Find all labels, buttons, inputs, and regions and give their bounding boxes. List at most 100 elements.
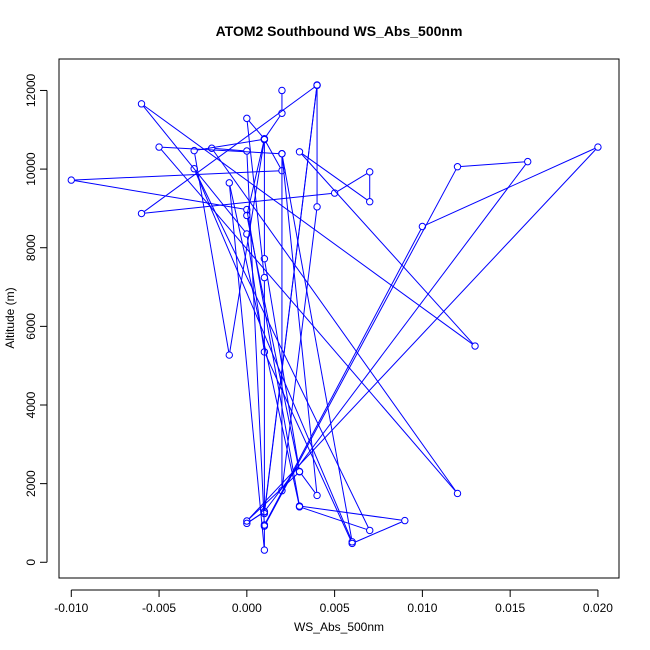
data-point — [155, 143, 163, 151]
y-tick-label: 0 — [24, 559, 38, 566]
axes: -0.010 -0.005 0.000 0.005 0.010 0.015 0.020 0 20… — [24, 73, 613, 615]
data-point — [453, 163, 462, 171]
series-segment — [249, 513, 262, 522]
x-tick-label: 0.005 — [320, 601, 350, 615]
data-point — [260, 135, 269, 143]
x-tick-label: -0.005 — [142, 601, 176, 615]
series-segment — [355, 521, 402, 543]
series-segment — [302, 153, 368, 201]
series-segment — [229, 186, 265, 547]
series-segment — [301, 154, 474, 344]
series-segment — [249, 473, 298, 519]
data-point — [366, 526, 374, 535]
data-point — [295, 503, 304, 511]
y-axis-label: Altitude (m) — [3, 287, 17, 348]
series-segment — [144, 192, 332, 214]
series-segment — [246, 121, 265, 275]
series-segment — [264, 88, 318, 509]
series-segment — [229, 142, 265, 352]
data-point — [418, 222, 427, 231]
data-point — [260, 546, 269, 554]
data-point — [67, 176, 75, 184]
series-segment — [74, 180, 244, 210]
data-point — [225, 179, 233, 187]
series-segment — [194, 153, 230, 352]
data-point — [295, 148, 304, 156]
series-segment — [266, 164, 527, 510]
series-segment — [213, 150, 456, 491]
series-segment — [265, 354, 352, 541]
series-segment — [460, 161, 525, 167]
series-segment — [195, 171, 369, 528]
series-segment — [229, 186, 300, 504]
x-axis-label: WS_Abs_500nm — [294, 620, 384, 634]
series-segment — [302, 507, 367, 530]
y-tick-label: 2000 — [24, 470, 38, 497]
data-point — [278, 487, 286, 495]
y-tick-label: 6000 — [24, 313, 38, 340]
series-segment — [282, 157, 353, 539]
chart-title: ATOM2 Southbound WS_Abs_500nm — [216, 23, 463, 39]
data-point — [243, 517, 251, 525]
data-point — [137, 100, 146, 108]
series-segment — [74, 170, 279, 181]
data-point — [208, 144, 216, 152]
series-segment — [265, 115, 281, 137]
series-segment — [162, 146, 279, 155]
data-point — [524, 157, 532, 166]
data-point — [366, 168, 374, 176]
y-tick-label: 4000 — [24, 391, 38, 418]
data-point — [295, 468, 304, 476]
data-point — [313, 203, 321, 211]
data-point — [190, 164, 198, 173]
data-point — [471, 342, 479, 350]
data-point — [243, 114, 251, 123]
x-tick-label: 0.015 — [495, 601, 525, 615]
x-tick-label: -0.010 — [54, 601, 88, 615]
series-segment — [264, 262, 300, 469]
data-point — [243, 205, 251, 214]
series-segment — [302, 506, 402, 521]
series-segment — [425, 148, 595, 226]
plot-frame — [58, 58, 620, 579]
data-point — [243, 147, 251, 155]
series-segment — [248, 120, 263, 137]
data-point — [260, 507, 269, 516]
data-point — [243, 519, 251, 528]
data-point — [225, 351, 233, 359]
x-tick-label: 0.020 — [583, 601, 613, 615]
data-point — [330, 189, 339, 197]
y-tick-label: 12000 — [24, 73, 38, 107]
data-point — [260, 273, 269, 282]
series-segment — [301, 473, 316, 493]
y-tick-label: 8000 — [24, 234, 38, 261]
series-segment — [197, 139, 262, 151]
series-segment — [248, 149, 596, 519]
data-point — [366, 198, 374, 206]
series-segment — [195, 171, 352, 539]
data-point — [243, 230, 251, 238]
series-segment — [337, 173, 367, 192]
data-point — [278, 109, 286, 117]
series-segment — [160, 149, 456, 492]
series-0 — [67, 81, 602, 554]
data-point — [137, 209, 146, 218]
x-tick-label: 0.000 — [232, 601, 262, 615]
data-point — [313, 81, 321, 90]
data-point — [278, 86, 286, 95]
data-point — [243, 211, 251, 220]
data-point — [278, 166, 286, 175]
data-point — [260, 348, 269, 356]
data-point — [594, 143, 602, 151]
series-segment — [265, 142, 281, 168]
data-point — [401, 516, 409, 525]
series-segment — [265, 229, 422, 523]
data-point — [453, 489, 462, 498]
data-point — [348, 538, 356, 546]
x-tick-label: 0.010 — [407, 601, 437, 615]
data-point — [260, 255, 269, 263]
series-segment — [215, 148, 244, 152]
y-tick-label: 10000 — [24, 152, 38, 186]
series-segment — [247, 142, 265, 213]
